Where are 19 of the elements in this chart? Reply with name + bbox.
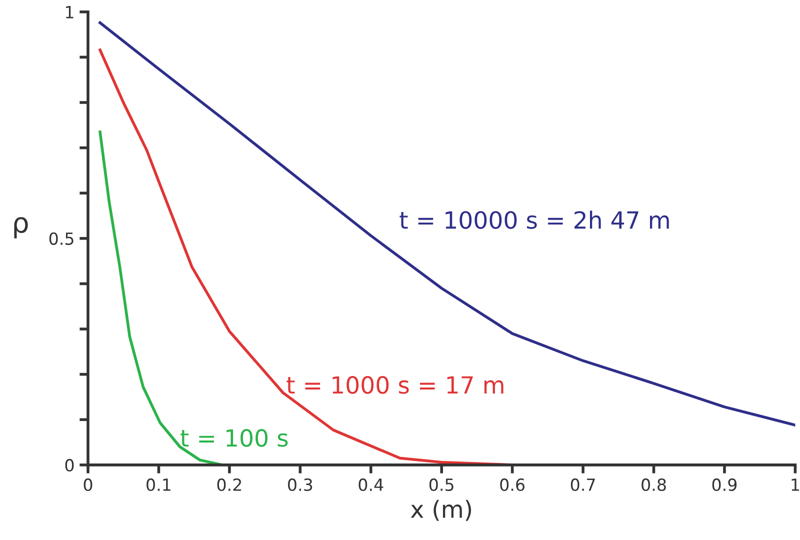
series-label: t = 1000 s = 17 m (286, 376, 504, 394)
x-tick-label: 0.9 (712, 478, 737, 492)
y-axis-title: ρ (14, 217, 28, 238)
x-tick-label: 0.6 (500, 478, 525, 492)
y-tick-label: 1 (66, 6, 74, 18)
y-tick-label: 0 (65, 458, 74, 472)
x-tick-label: 0.1 (146, 478, 170, 492)
x-axis-title: x (m) (410, 500, 472, 521)
x-tick-label: 0.4 (358, 478, 384, 492)
series-label: t = 10000 s = 2h 47 m (400, 210, 669, 229)
x-tick-label: 0.5 (429, 478, 454, 492)
x-tick-label: 0.2 (217, 478, 242, 492)
series-label: t = 100 s (180, 429, 288, 447)
x-tick-label: 0.7 (570, 478, 595, 492)
x-tick-label: 1 (792, 478, 799, 491)
x-tick-label: 0 (84, 478, 92, 492)
y-tick-label: 0.5 (49, 232, 74, 245)
x-tick-label: 0.3 (288, 478, 312, 492)
x-tick-label: 0.8 (642, 478, 666, 492)
